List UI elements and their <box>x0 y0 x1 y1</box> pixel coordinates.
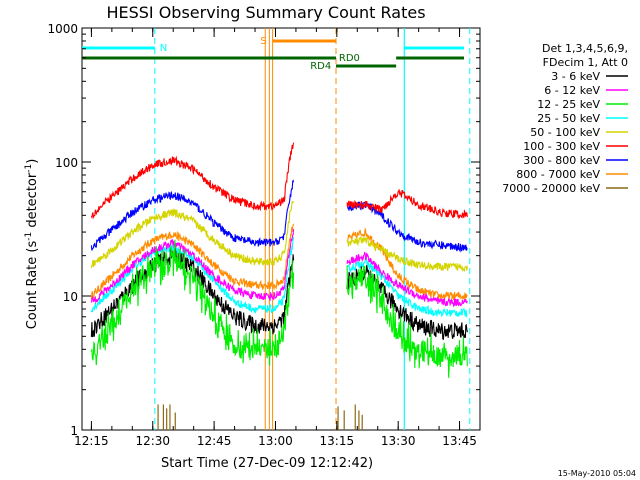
x-tick-label: 13:30 <box>381 434 416 448</box>
legend-entry-label: 7000 - 20000 keV <box>502 182 600 195</box>
series-line-2 <box>346 265 468 378</box>
legend-entry-label: 100 - 300 keV <box>523 140 600 153</box>
y-axis-label-sup2: -1 <box>24 164 34 173</box>
y-tick-label: 10 <box>63 290 78 304</box>
y-axis-label-sup1: -1 <box>24 232 34 241</box>
series-line-4 <box>346 236 468 273</box>
legend-entry-label: 50 - 100 keV <box>530 126 600 139</box>
y-axis-label-part2: detector <box>25 172 40 232</box>
legend-entry-label: 300 - 800 keV <box>523 154 600 167</box>
y-axis-label: Count Rate (s-1 detector-1) <box>24 159 40 330</box>
series-line-5 <box>346 189 468 220</box>
series-line-1 <box>90 228 295 305</box>
series-line-4 <box>90 200 295 269</box>
legend-entry-label: 6 - 12 keV <box>544 84 600 97</box>
series-line-7 <box>346 228 468 301</box>
flag-label: N <box>160 43 167 54</box>
series-line-1 <box>346 251 468 308</box>
y-tick-label: 100 <box>55 156 78 170</box>
series-line-0 <box>90 248 295 338</box>
legend-entry-label: 25 - 50 keV <box>537 112 600 125</box>
y-axis-label-part3: ) <box>25 159 40 164</box>
y-tick-label: 1 <box>70 424 78 438</box>
flag-label: RD0 <box>339 53 360 64</box>
flag-layer: N S RD0 RD4 <box>82 28 471 430</box>
axis-layer: 12:15 12:30 12:45 13:00 13:15 13:30 13:45 1 10 10… <box>47 22 481 448</box>
series-line-7 <box>90 223 295 300</box>
series-line-3 <box>346 257 468 319</box>
x-tick-label: 13:45 <box>442 434 477 448</box>
legend: Det 1,3,4,5,6,9,FDecim 1, Att 03 - 6 keV… <box>502 42 628 195</box>
y-axis-label-part1: Count Rate (s <box>25 241 40 330</box>
x-tick-label: 12:45 <box>197 434 232 448</box>
x-tick-label: 13:00 <box>258 434 293 448</box>
legend-entry-label: 800 - 7000 keV <box>516 168 600 181</box>
legend-header: Det 1,3,4,5,6,9, <box>542 42 628 55</box>
series-line-6 <box>90 179 295 251</box>
x-axis-label: Start Time (27-Dec-09 12:12:42) <box>161 456 373 471</box>
flag-label: RD4 <box>310 61 331 72</box>
series-line-3 <box>90 236 295 314</box>
legend-entry-label: 12 - 25 keV <box>537 98 600 111</box>
series-line-6 <box>346 201 468 253</box>
legend-header: FDecim 1, Att 0 <box>543 56 628 69</box>
legend-entry-label: 3 - 6 keV <box>551 70 600 83</box>
series-line-2 <box>90 239 295 366</box>
x-tick-label: 12:15 <box>74 434 109 448</box>
x-tick-label: 13:15 <box>320 434 355 448</box>
series-line-5 <box>90 142 295 220</box>
series-layer <box>90 142 468 430</box>
series-line-0 <box>346 265 468 341</box>
flag-label: S <box>260 36 266 47</box>
plot-frame <box>81 27 481 431</box>
x-tick-label: 12:30 <box>135 434 170 448</box>
plot-area <box>81 27 481 431</box>
chart-title: HESSI Observing Summary Count Rates <box>106 3 425 22</box>
footer-date: 15-May-2010 05:04 <box>558 469 636 478</box>
y-tick-label: 1000 <box>47 22 78 36</box>
